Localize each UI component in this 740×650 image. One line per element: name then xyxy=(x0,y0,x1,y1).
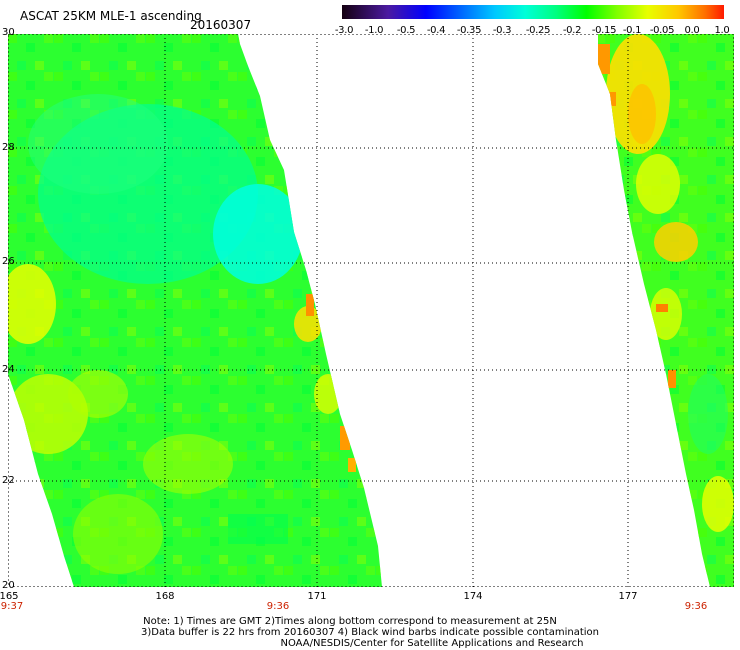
x-tick-label: 174 xyxy=(463,591,483,602)
product-date: 20160307 xyxy=(190,18,252,32)
colorbar-label: -0.1 xyxy=(622,25,642,36)
x-tick-label: 165 xyxy=(0,591,19,602)
y-tick-label: 24 xyxy=(2,364,15,375)
note-line-3: NOAA/NESDIS/Center for Satellite Applica… xyxy=(280,638,584,649)
note-line-1: Note: 1) Times are GMT 2)Times along bot… xyxy=(143,616,557,627)
map-plot xyxy=(8,34,734,587)
colorbar-label: -0.25 xyxy=(525,25,551,36)
colorbar-label: 1.0 xyxy=(714,25,730,36)
pass-time-label: 9:36 xyxy=(266,601,290,612)
y-tick-label: 26 xyxy=(2,256,15,267)
colorbar-label: -1.0 xyxy=(364,25,384,36)
x-tick-label: 168 xyxy=(155,591,175,602)
x-tick-label: 177 xyxy=(618,591,638,602)
y-tick-label: 20 xyxy=(2,580,15,591)
colorbar-label: -0.2 xyxy=(562,25,582,36)
colorbar-label: -0.4 xyxy=(426,25,446,36)
pass-time-label: 9:36 xyxy=(684,601,708,612)
colorbar-label: -0.5 xyxy=(396,25,416,36)
colorbar-label: -0.15 xyxy=(591,25,617,36)
colorbar-label: -3.0 xyxy=(334,25,354,36)
colorbar-label: 0.0 xyxy=(684,25,700,36)
pass-time-label: 9:37 xyxy=(0,601,24,612)
y-tick-label: 30 xyxy=(2,27,15,38)
colorbar-label: -0.3 xyxy=(492,25,512,36)
colorbar-labels: -3.0 -1.0 -0.5 -0.4 -0.35 -0.3 -0.25 -0.… xyxy=(326,25,738,37)
note-line-2: 3)Data buffer is 22 hrs from 20160307 4)… xyxy=(141,627,599,638)
y-tick-label: 28 xyxy=(2,142,15,153)
colorbar-label: -0.35 xyxy=(456,25,482,36)
x-tick-label: 171 xyxy=(307,591,327,602)
colorbar xyxy=(342,5,724,19)
colorbar-label: -0.05 xyxy=(649,25,675,36)
lat-lon-grid xyxy=(8,34,734,587)
plot-frame xyxy=(8,34,734,587)
colorbar-gradient xyxy=(342,5,724,19)
product-title: ASCAT 25KM MLE-1 ascending xyxy=(20,9,202,23)
y-tick-label: 22 xyxy=(2,475,15,486)
